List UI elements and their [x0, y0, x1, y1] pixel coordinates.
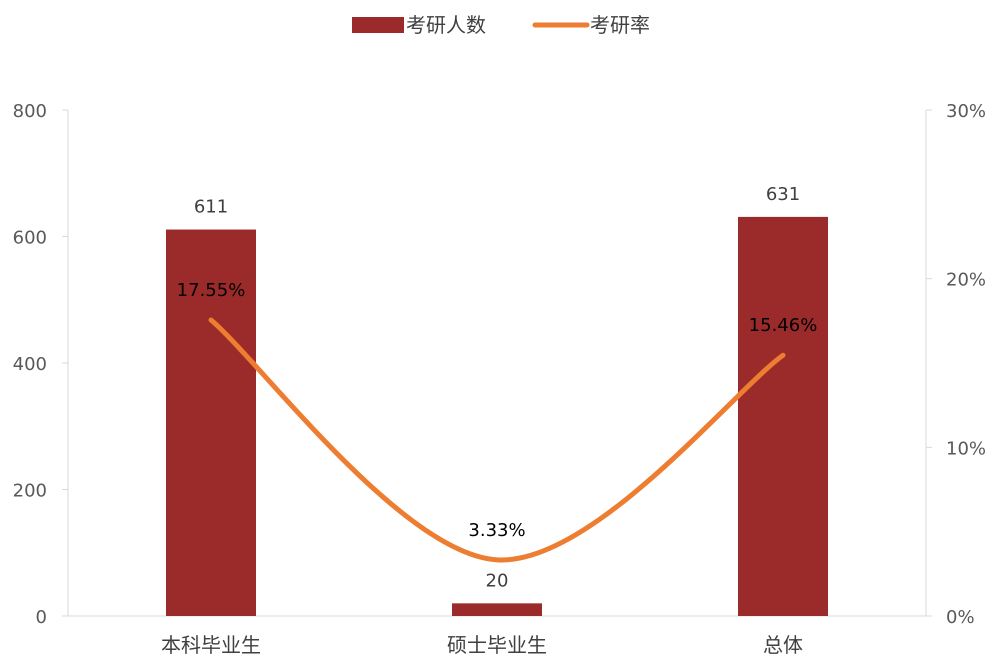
line-series — [208, 317, 786, 563]
left-axis-ticks: 0 200 400 600 800 — [13, 101, 68, 628]
category-label: 本科毕业生 — [161, 633, 261, 657]
bar-data-label: 20 — [486, 570, 509, 591]
left-tick-label: 400 — [13, 354, 47, 375]
left-tick-label: 600 — [13, 228, 47, 249]
bar — [738, 216, 828, 616]
right-tick-label: 10% — [946, 438, 986, 459]
bar — [452, 603, 542, 616]
category-labels: 本科毕业生 硕士毕业生 总体 — [161, 633, 803, 657]
left-tick-label: 0 — [36, 607, 47, 628]
line-data-label: 15.46% — [749, 315, 818, 336]
line-data-label: 17.55% — [177, 280, 246, 301]
bar-data-label: 631 — [766, 184, 800, 205]
legend-bar-swatch — [352, 17, 404, 33]
line-path — [208, 317, 786, 563]
left-axis: 0 200 400 600 800 — [13, 101, 69, 628]
bar-series — [166, 216, 828, 617]
right-tick-label: 20% — [946, 270, 986, 291]
bar — [166, 229, 256, 617]
category-label: 硕士毕业生 — [447, 633, 547, 657]
right-axis-ticks: 0% 10% 20% 30% — [926, 101, 986, 628]
legend: 考研人数 考研率 — [352, 13, 650, 37]
line-data-labels: 17.55% 3.33% 15.46% — [177, 280, 818, 541]
bar-data-label: 611 — [194, 197, 228, 218]
right-tick-label: 30% — [946, 101, 986, 122]
left-tick-label: 200 — [13, 481, 47, 502]
bar-data-labels: 611 20 631 — [194, 184, 800, 591]
legend-line-label: 考研率 — [590, 13, 650, 37]
legend-bar-label: 考研人数 — [406, 13, 486, 37]
left-tick-label: 800 — [13, 101, 47, 122]
line-data-label: 3.33% — [468, 520, 525, 541]
right-axis: 0% 10% 20% 30% — [925, 101, 986, 628]
right-tick-label: 0% — [946, 607, 975, 628]
category-label: 总体 — [763, 633, 803, 657]
